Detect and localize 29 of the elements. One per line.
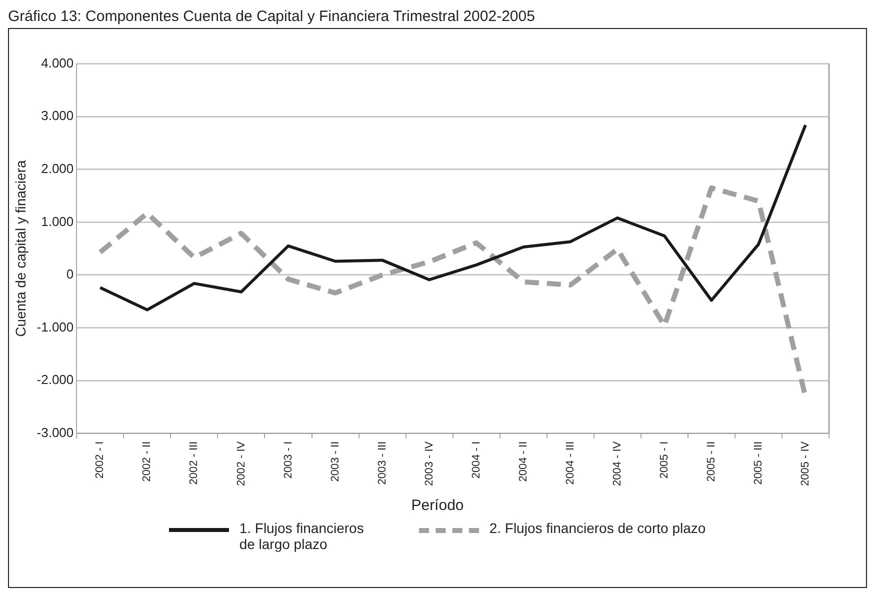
x-tick-label: 2003 - I <box>282 441 294 479</box>
x-tick-label: 2002 - IV <box>235 440 248 486</box>
x-tick-label: 2003 - III <box>376 441 388 485</box>
x-tick-label: 2004 - IV <box>611 440 624 486</box>
x-tick-label: 2002 - I <box>94 441 106 479</box>
x-tick-label: 2004 - III <box>564 441 576 485</box>
x-axis-title: Período <box>410 497 465 514</box>
x-tick-label: 2003 - IV <box>423 440 436 486</box>
y-tick-label: -1.000 <box>36 319 74 334</box>
y-tick-label: 0 <box>66 266 74 282</box>
x-tick-label: 2005 - III <box>752 441 764 485</box>
x-tick-label: 2004 - II <box>517 441 530 482</box>
y-axis-title: Cuenta de capital y finaciera <box>12 160 28 337</box>
y-tick-label: 4.000 <box>41 55 74 70</box>
x-tick-label: 2005 - I <box>658 441 670 479</box>
x-tick-label: 2002 - III <box>188 441 200 485</box>
y-tick-label: -3.000 <box>36 424 74 440</box>
x-tick-label: 2003 - II <box>329 441 342 482</box>
x-tick-label: 2004 - I <box>470 441 482 479</box>
x-tick-label: 2005 - II <box>705 441 718 482</box>
x-tick-label: 2005 - IV <box>800 440 812 486</box>
legend-label: 1. Flujos financieros de largo plazo <box>239 520 365 552</box>
y-tick-label: 1.000 <box>41 214 74 229</box>
chart-title: Gráfico 13: Componentes Cuenta de Capital y Financiera Trimestral 2002-2005 <box>8 8 536 26</box>
legend-label: 2. Flujos financieros de corto plazo <box>489 520 706 536</box>
y-tick-label: -2.000 <box>36 372 74 388</box>
y-tick-label: 3.000 <box>41 108 74 124</box>
y-tick-label: 2.000 <box>41 160 74 176</box>
x-tick-label: 2002 - II <box>141 441 154 482</box>
